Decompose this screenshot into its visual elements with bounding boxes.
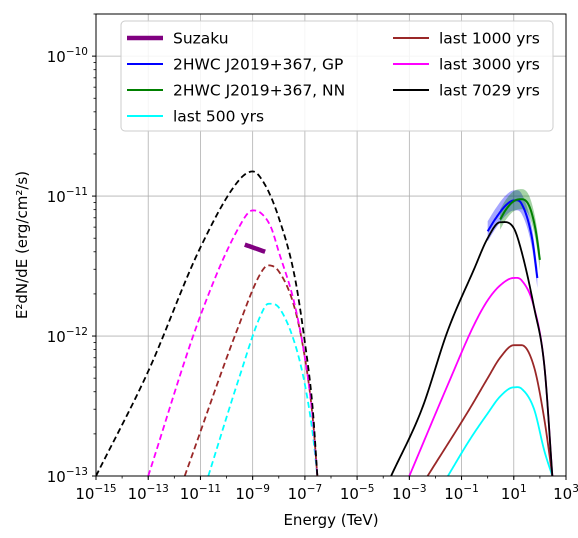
legend-label: last 1000 yrs [439,30,540,48]
legend-label: 2HWC J2019+367, GP [173,56,343,74]
legend-label: Suzaku [173,30,229,48]
series-last-1000-yrs-synchrotron [183,264,319,476]
series-suzaku [244,242,266,254]
x-tick-label: 10−11 [180,483,221,503]
x-tick-label: 10−9 [235,483,270,503]
series-last-7029-yrs-synchrotron [96,170,319,476]
x-axis-ticks: 10−15 10−13 10−11 10−9 10−7 10−5 10−3 10−1 101 10… [75,476,578,503]
band-2hwc-j2019-367-gp [487,190,538,289]
x-tick-label: 103 [553,483,578,503]
series-last-3000-yrs-ic [408,276,554,476]
legend-label: 2HWC J2019+367, NN [173,82,345,100]
x-tick-label: 10−1 [444,483,479,503]
y-tick-label: 10−11 [47,186,88,206]
series-last-1000-yrs-ic [426,344,554,476]
series-lines [96,170,554,476]
legend-label: last 3000 yrs [439,56,540,74]
series-2hwc-j2019-367-nn [499,198,541,261]
y-tick-label: 10−10 [47,46,88,66]
x-tick-label: 10−7 [288,483,323,503]
x-tick-label: 10−3 [392,483,427,503]
x-tick-label: 101 [501,483,527,503]
y-axis-label: E²dN/dE (erg/cm²/s) [13,171,31,319]
legend: Suzaku 2HWC J2019+367, GP 2HWC J2019+367, … [120,20,554,132]
x-axis-label: Energy (TeV) [283,511,378,529]
legend-label: last 500 yrs [173,108,264,126]
x-tick-label: 10−5 [340,483,375,503]
x-tick-label: 10−13 [128,483,169,503]
legend-label: last 7029 yrs [439,82,540,100]
series-last-500-yrs-ic [447,386,554,476]
y-tick-label: 10−13 [47,466,88,486]
series-last-500-yrs-synchrotron [207,302,319,476]
y-axis-ticks: 10−13 10−12 10−11 10−10 [47,13,96,486]
x-tick-label: 10−15 [75,483,116,503]
y-tick-label: 10−12 [47,326,88,346]
legend-box [120,20,554,132]
series-last-3000-yrs-synchrotron [147,209,319,476]
series-last-7029-yrs-ic [390,221,554,476]
